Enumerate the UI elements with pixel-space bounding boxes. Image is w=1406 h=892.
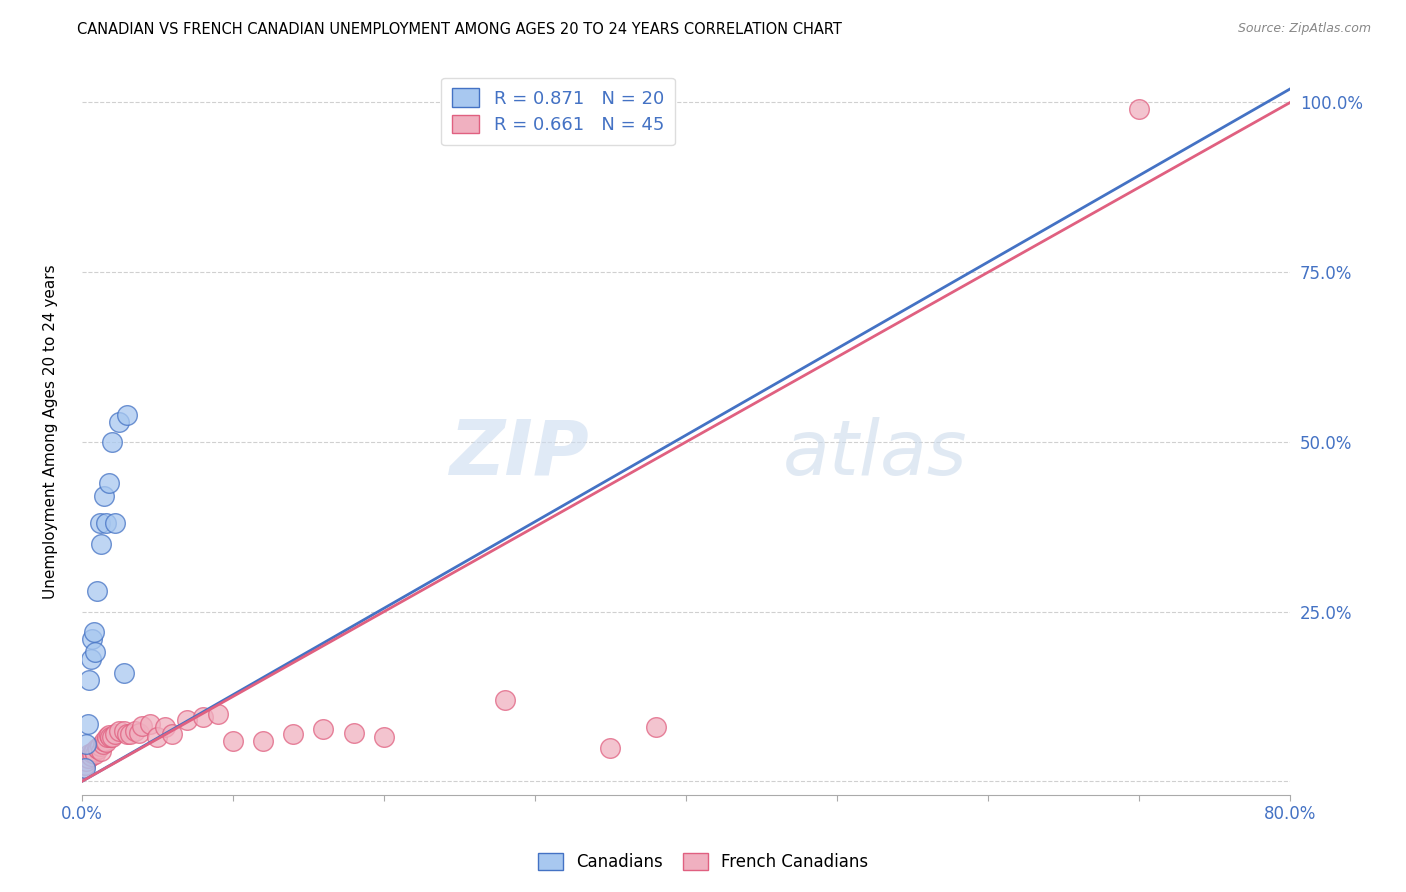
- Legend: Canadians, French Canadians: Canadians, French Canadians: [530, 845, 876, 880]
- Point: [101, 434, 124, 449]
- Point: [252, 733, 274, 747]
- Point: [222, 733, 245, 747]
- Point: [76, 750, 98, 764]
- Point: [373, 731, 395, 745]
- Point: [96, 731, 118, 745]
- Point: [86, 584, 108, 599]
- Point: [153, 720, 176, 734]
- Point: [80, 652, 103, 666]
- Point: [112, 723, 135, 738]
- Point: [138, 716, 160, 731]
- Point: [97, 475, 120, 490]
- Point: [104, 516, 127, 531]
- Point: [97, 728, 120, 742]
- Point: [131, 719, 153, 733]
- Point: [104, 727, 127, 741]
- Point: [73, 761, 96, 775]
- Point: [75, 737, 97, 751]
- Text: CANADIAN VS FRENCH CANADIAN UNEMPLOYMENT AMONG AGES 20 TO 24 YEARS CORRELATION C: CANADIAN VS FRENCH CANADIAN UNEMPLOYMENT…: [77, 22, 842, 37]
- Point: [76, 716, 98, 731]
- Point: [94, 735, 117, 749]
- Point: [120, 727, 142, 741]
- Text: atlas: atlas: [783, 417, 967, 491]
- Point: [93, 489, 115, 503]
- Point: [86, 740, 108, 755]
- Point: [79, 747, 101, 762]
- Point: [283, 727, 305, 741]
- Point: [79, 673, 101, 687]
- Point: [84, 645, 107, 659]
- Point: [599, 740, 621, 755]
- Point: [112, 665, 135, 680]
- Point: [100, 731, 122, 745]
- Point: [108, 723, 131, 738]
- Point: [115, 408, 138, 422]
- Point: [75, 754, 97, 768]
- Point: [128, 725, 150, 739]
- Point: [162, 727, 184, 741]
- Point: [83, 625, 105, 640]
- Point: [207, 706, 229, 721]
- Point: [80, 748, 103, 763]
- Point: [87, 742, 110, 756]
- Point: [115, 727, 138, 741]
- Point: [176, 714, 198, 728]
- Point: [83, 744, 105, 758]
- Point: [90, 744, 112, 758]
- Point: [82, 632, 104, 646]
- Legend: R = 0.871   N = 20, R = 0.661   N = 45: R = 0.871 N = 20, R = 0.661 N = 45: [441, 78, 675, 145]
- Point: [90, 537, 112, 551]
- Point: [1128, 102, 1150, 116]
- Point: [82, 746, 104, 760]
- Text: Source: ZipAtlas.com: Source: ZipAtlas.com: [1237, 22, 1371, 36]
- Point: [124, 723, 146, 738]
- Text: ZIP: ZIP: [450, 417, 589, 491]
- Point: [312, 722, 335, 736]
- Point: [89, 739, 111, 754]
- Point: [191, 710, 214, 724]
- Point: [538, 116, 561, 130]
- Point: [343, 725, 366, 739]
- Point: [101, 731, 124, 745]
- Point: [72, 761, 94, 775]
- Point: [89, 516, 111, 531]
- Point: [108, 415, 131, 429]
- Y-axis label: Unemployment Among Ages 20 to 24 years: Unemployment Among Ages 20 to 24 years: [44, 265, 58, 599]
- Point: [94, 516, 117, 531]
- Point: [146, 731, 169, 745]
- Point: [494, 693, 516, 707]
- Point: [73, 757, 96, 772]
- Point: [93, 733, 115, 747]
- Point: [91, 737, 114, 751]
- Point: [644, 720, 666, 734]
- Point: [84, 747, 107, 762]
